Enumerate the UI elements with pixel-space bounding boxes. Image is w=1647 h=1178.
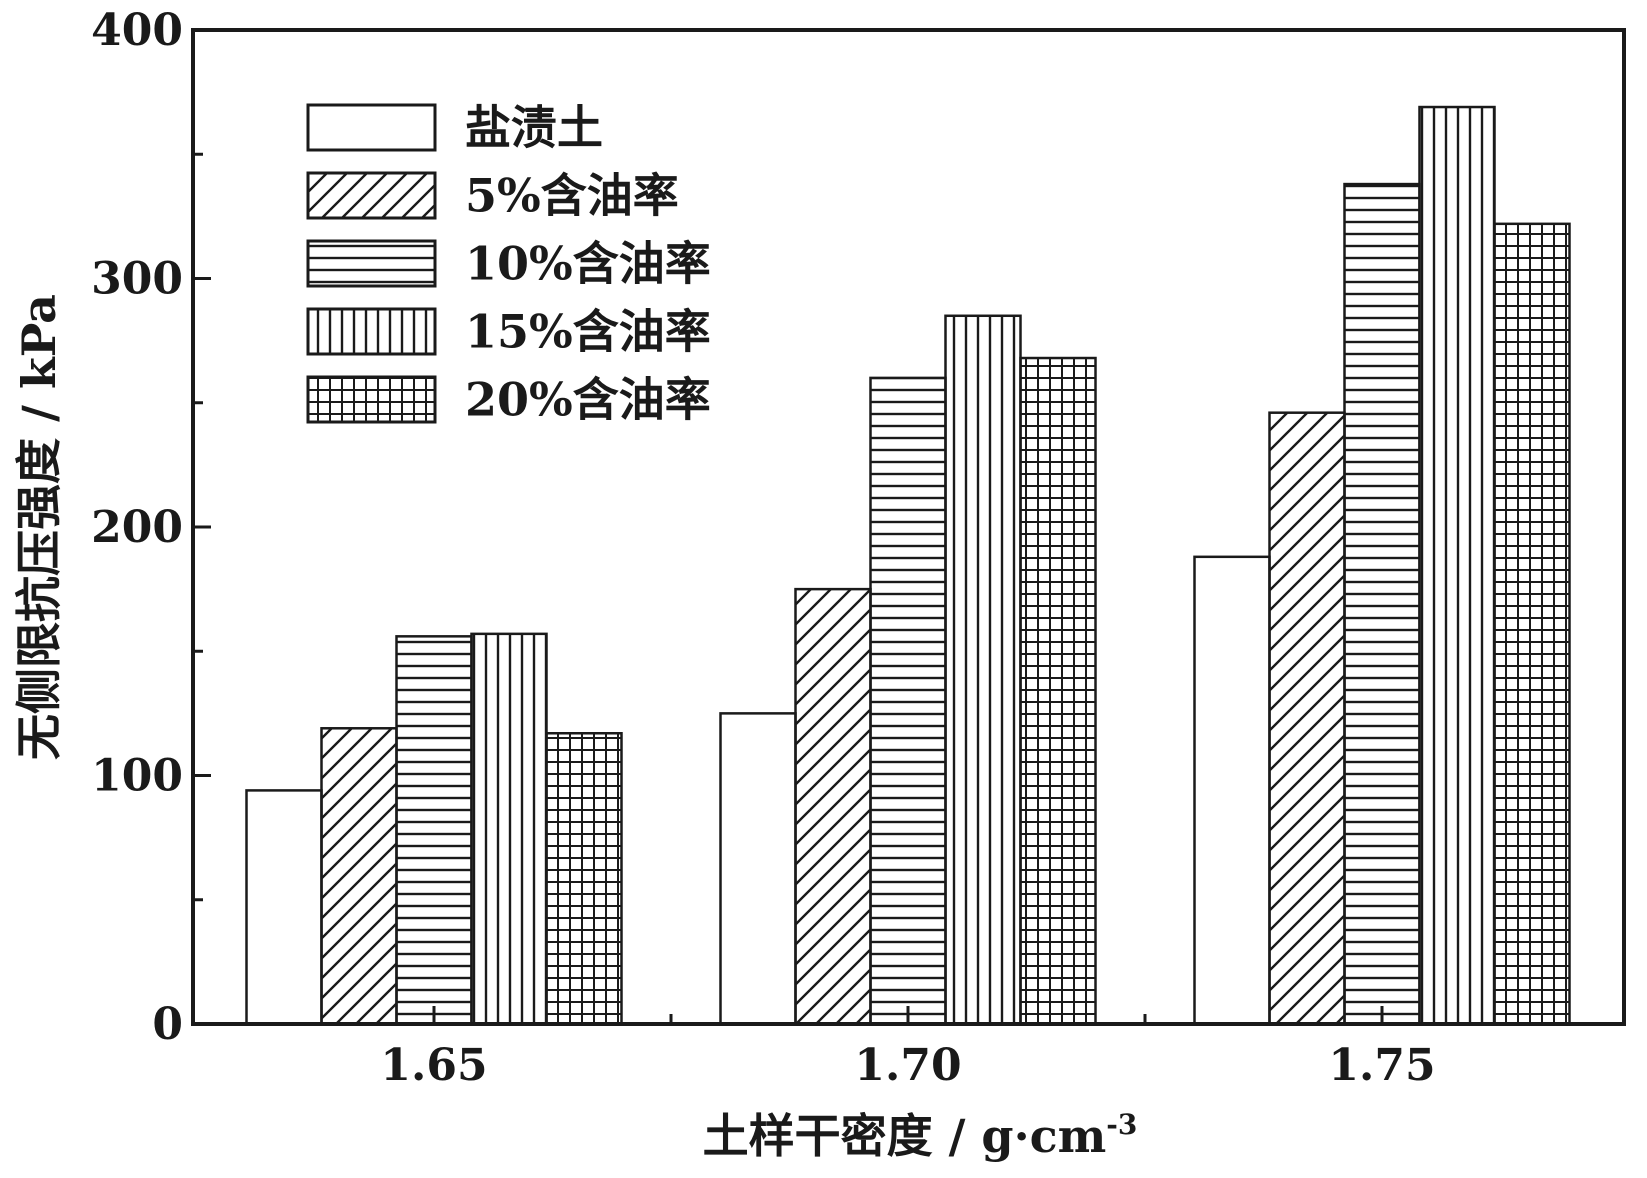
legend-swatch-3 xyxy=(306,239,437,288)
legend: 盐渍土 5%含油率 10%含油率 15%含油率 20%含油率 xyxy=(306,101,711,427)
y-tick-label: 400 xyxy=(91,5,183,56)
bar-5-1.65 xyxy=(545,732,623,1026)
legend-swatch-5 xyxy=(306,375,437,424)
bar-1-1.70 xyxy=(719,712,797,1026)
x-tick-label: 1.65 xyxy=(380,1040,487,1091)
bar-5-1.70 xyxy=(1019,356,1097,1026)
bar-4-1.70 xyxy=(944,314,1022,1026)
bar-1-1.65 xyxy=(245,789,323,1026)
bar-3-1.65 xyxy=(395,635,473,1026)
bar-1-1.75 xyxy=(1193,555,1271,1026)
bar-2-1.75 xyxy=(1268,411,1346,1026)
y-tick-label: 200 xyxy=(91,502,183,553)
bar-5-1.75 xyxy=(1493,222,1571,1026)
legend-label-4: 15%含油率 xyxy=(465,305,711,359)
bars-group xyxy=(245,105,1571,1026)
x-tick-label: 1.70 xyxy=(854,1040,961,1091)
bar-4-1.65 xyxy=(470,632,548,1026)
bar-2-1.65 xyxy=(320,727,398,1026)
y-tick-label: 0 xyxy=(152,999,183,1050)
legend-swatch-2 xyxy=(306,171,437,220)
legend-label-1: 盐渍土 xyxy=(465,101,603,155)
x-axis-title: 土样干密度 / g·cm-3 xyxy=(703,1108,1138,1163)
legend-label-3: 10%含油率 xyxy=(465,237,711,291)
bar-2-1.70 xyxy=(794,587,872,1026)
x-tick-label: 1.75 xyxy=(1328,1040,1435,1091)
y-tick-label: 300 xyxy=(91,254,183,305)
bar-3-1.75 xyxy=(1343,182,1421,1026)
legend-swatch-4 xyxy=(306,307,437,356)
legend-label-2: 5%含油率 xyxy=(465,169,679,223)
y-tick-label: 100 xyxy=(91,751,183,802)
legend-label-5: 20%含油率 xyxy=(465,373,711,427)
y-axis-title: 无侧限抗压强度 / kPa xyxy=(12,294,66,760)
y-axis-ticks: 0 100 200 300 400 xyxy=(91,5,211,1050)
x-axis-ticks: 1.65 1.70 1.75 xyxy=(380,1006,1436,1091)
x-axis-title-superscript: -3 xyxy=(1106,1108,1137,1141)
legend-swatch-1 xyxy=(306,103,437,152)
bar-3-1.70 xyxy=(869,376,947,1026)
bar-4-1.75 xyxy=(1418,105,1496,1026)
